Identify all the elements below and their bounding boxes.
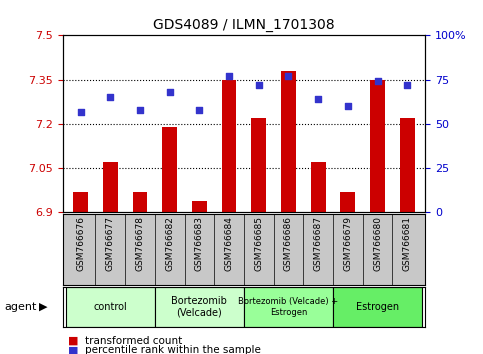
Text: GSM766682: GSM766682 [165,216,174,271]
Text: ■: ■ [68,346,78,354]
Text: ■: ■ [68,336,78,346]
Text: GSM766679: GSM766679 [343,216,352,271]
Bar [103,162,118,212]
Point [344,103,352,109]
Point [225,73,233,79]
Bar [132,192,147,212]
Text: percentile rank within the sample: percentile rank within the sample [85,346,260,354]
Text: GSM766687: GSM766687 [313,216,323,271]
Title: GDS4089 / ILMN_1701308: GDS4089 / ILMN_1701308 [153,18,335,32]
Text: GSM766680: GSM766680 [373,216,382,271]
Point [196,107,203,113]
Bar [400,118,414,212]
Point [374,79,382,84]
Bar [333,287,422,327]
Text: Bortezomib
(Velcade): Bortezomib (Velcade) [171,296,227,318]
Bar [281,71,296,212]
Point [314,96,322,102]
Text: GSM766678: GSM766678 [136,216,144,271]
Text: agent: agent [5,302,37,312]
Point [77,109,85,114]
Text: transformed count: transformed count [85,336,182,346]
Text: Estrogen: Estrogen [356,302,399,312]
Text: GSM766684: GSM766684 [225,216,234,271]
Point [136,107,144,113]
Text: GSM766676: GSM766676 [76,216,85,271]
Text: GSM766683: GSM766683 [195,216,204,271]
Point [166,89,173,95]
Bar [73,192,88,212]
Text: control: control [93,302,127,312]
Text: GSM766686: GSM766686 [284,216,293,271]
Bar [370,80,385,212]
Bar [66,287,155,327]
Bar [155,287,244,327]
Point [284,73,292,79]
Point [403,82,411,88]
Text: GSM766677: GSM766677 [106,216,115,271]
Bar [162,127,177,212]
Text: GSM766685: GSM766685 [254,216,263,271]
Point [255,82,263,88]
Point [106,95,114,100]
Text: GSM766681: GSM766681 [403,216,412,271]
Bar [311,162,326,212]
Text: ▶: ▶ [39,302,47,312]
Text: Bortezomib (Velcade) +
Estrogen: Bortezomib (Velcade) + Estrogen [239,297,339,317]
Bar [341,192,355,212]
Bar [251,118,266,212]
Bar [192,201,207,212]
Bar [244,287,333,327]
Bar [222,80,237,212]
